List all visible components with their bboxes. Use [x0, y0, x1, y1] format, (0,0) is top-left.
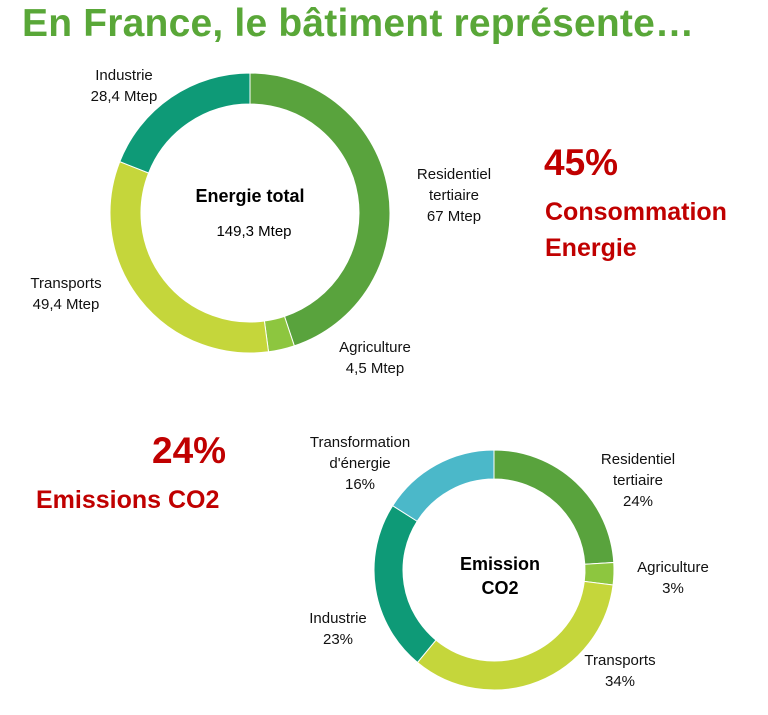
- co2-percent: 24%: [152, 430, 227, 471]
- label-energy-industrie: Industrie 28,4 Mtep: [90, 67, 158, 105]
- label-co2-industrie: Industrie 23%: [309, 610, 367, 648]
- label-co2-residentiel: Residentiel tertiaire 24%: [600, 451, 676, 510]
- energy-percent: 45%: [544, 142, 619, 183]
- energy-stat-label: Consommation Energie: [545, 198, 727, 262]
- co2-donut-title: Emission CO2: [459, 554, 541, 598]
- slice-industrie: [119, 72, 251, 174]
- label-energy-residentiel: Residentiel tertiaire 67 Mtep: [416, 166, 492, 225]
- slice-industrie: [373, 505, 437, 664]
- label-co2-transports: Transports 34%: [584, 652, 656, 690]
- energy-donut-subtitle: 149,3 Mtep: [216, 223, 292, 240]
- co2-stat-label: Emissions CO2: [36, 486, 220, 514]
- label-energy-transports: Transports 49,4 Mtep: [30, 275, 102, 313]
- slice-transformation-d-nergie: [391, 449, 495, 522]
- label-co2-transformation: Transformation d'énergie 16%: [309, 434, 411, 493]
- slice-residentiel-tertiaire: [249, 72, 391, 347]
- energy-donut: [109, 72, 391, 354]
- page-title: En France, le bâtiment représente…: [22, 2, 695, 45]
- slice-residentiel-tertiaire: [493, 449, 615, 565]
- label-co2-agriculture: Agriculture 3%: [637, 559, 709, 597]
- label-energy-agriculture: Agriculture 4,5 Mtep: [339, 339, 411, 377]
- energy-donut-title: Energie total: [195, 186, 305, 206]
- co2-donut: [373, 449, 615, 691]
